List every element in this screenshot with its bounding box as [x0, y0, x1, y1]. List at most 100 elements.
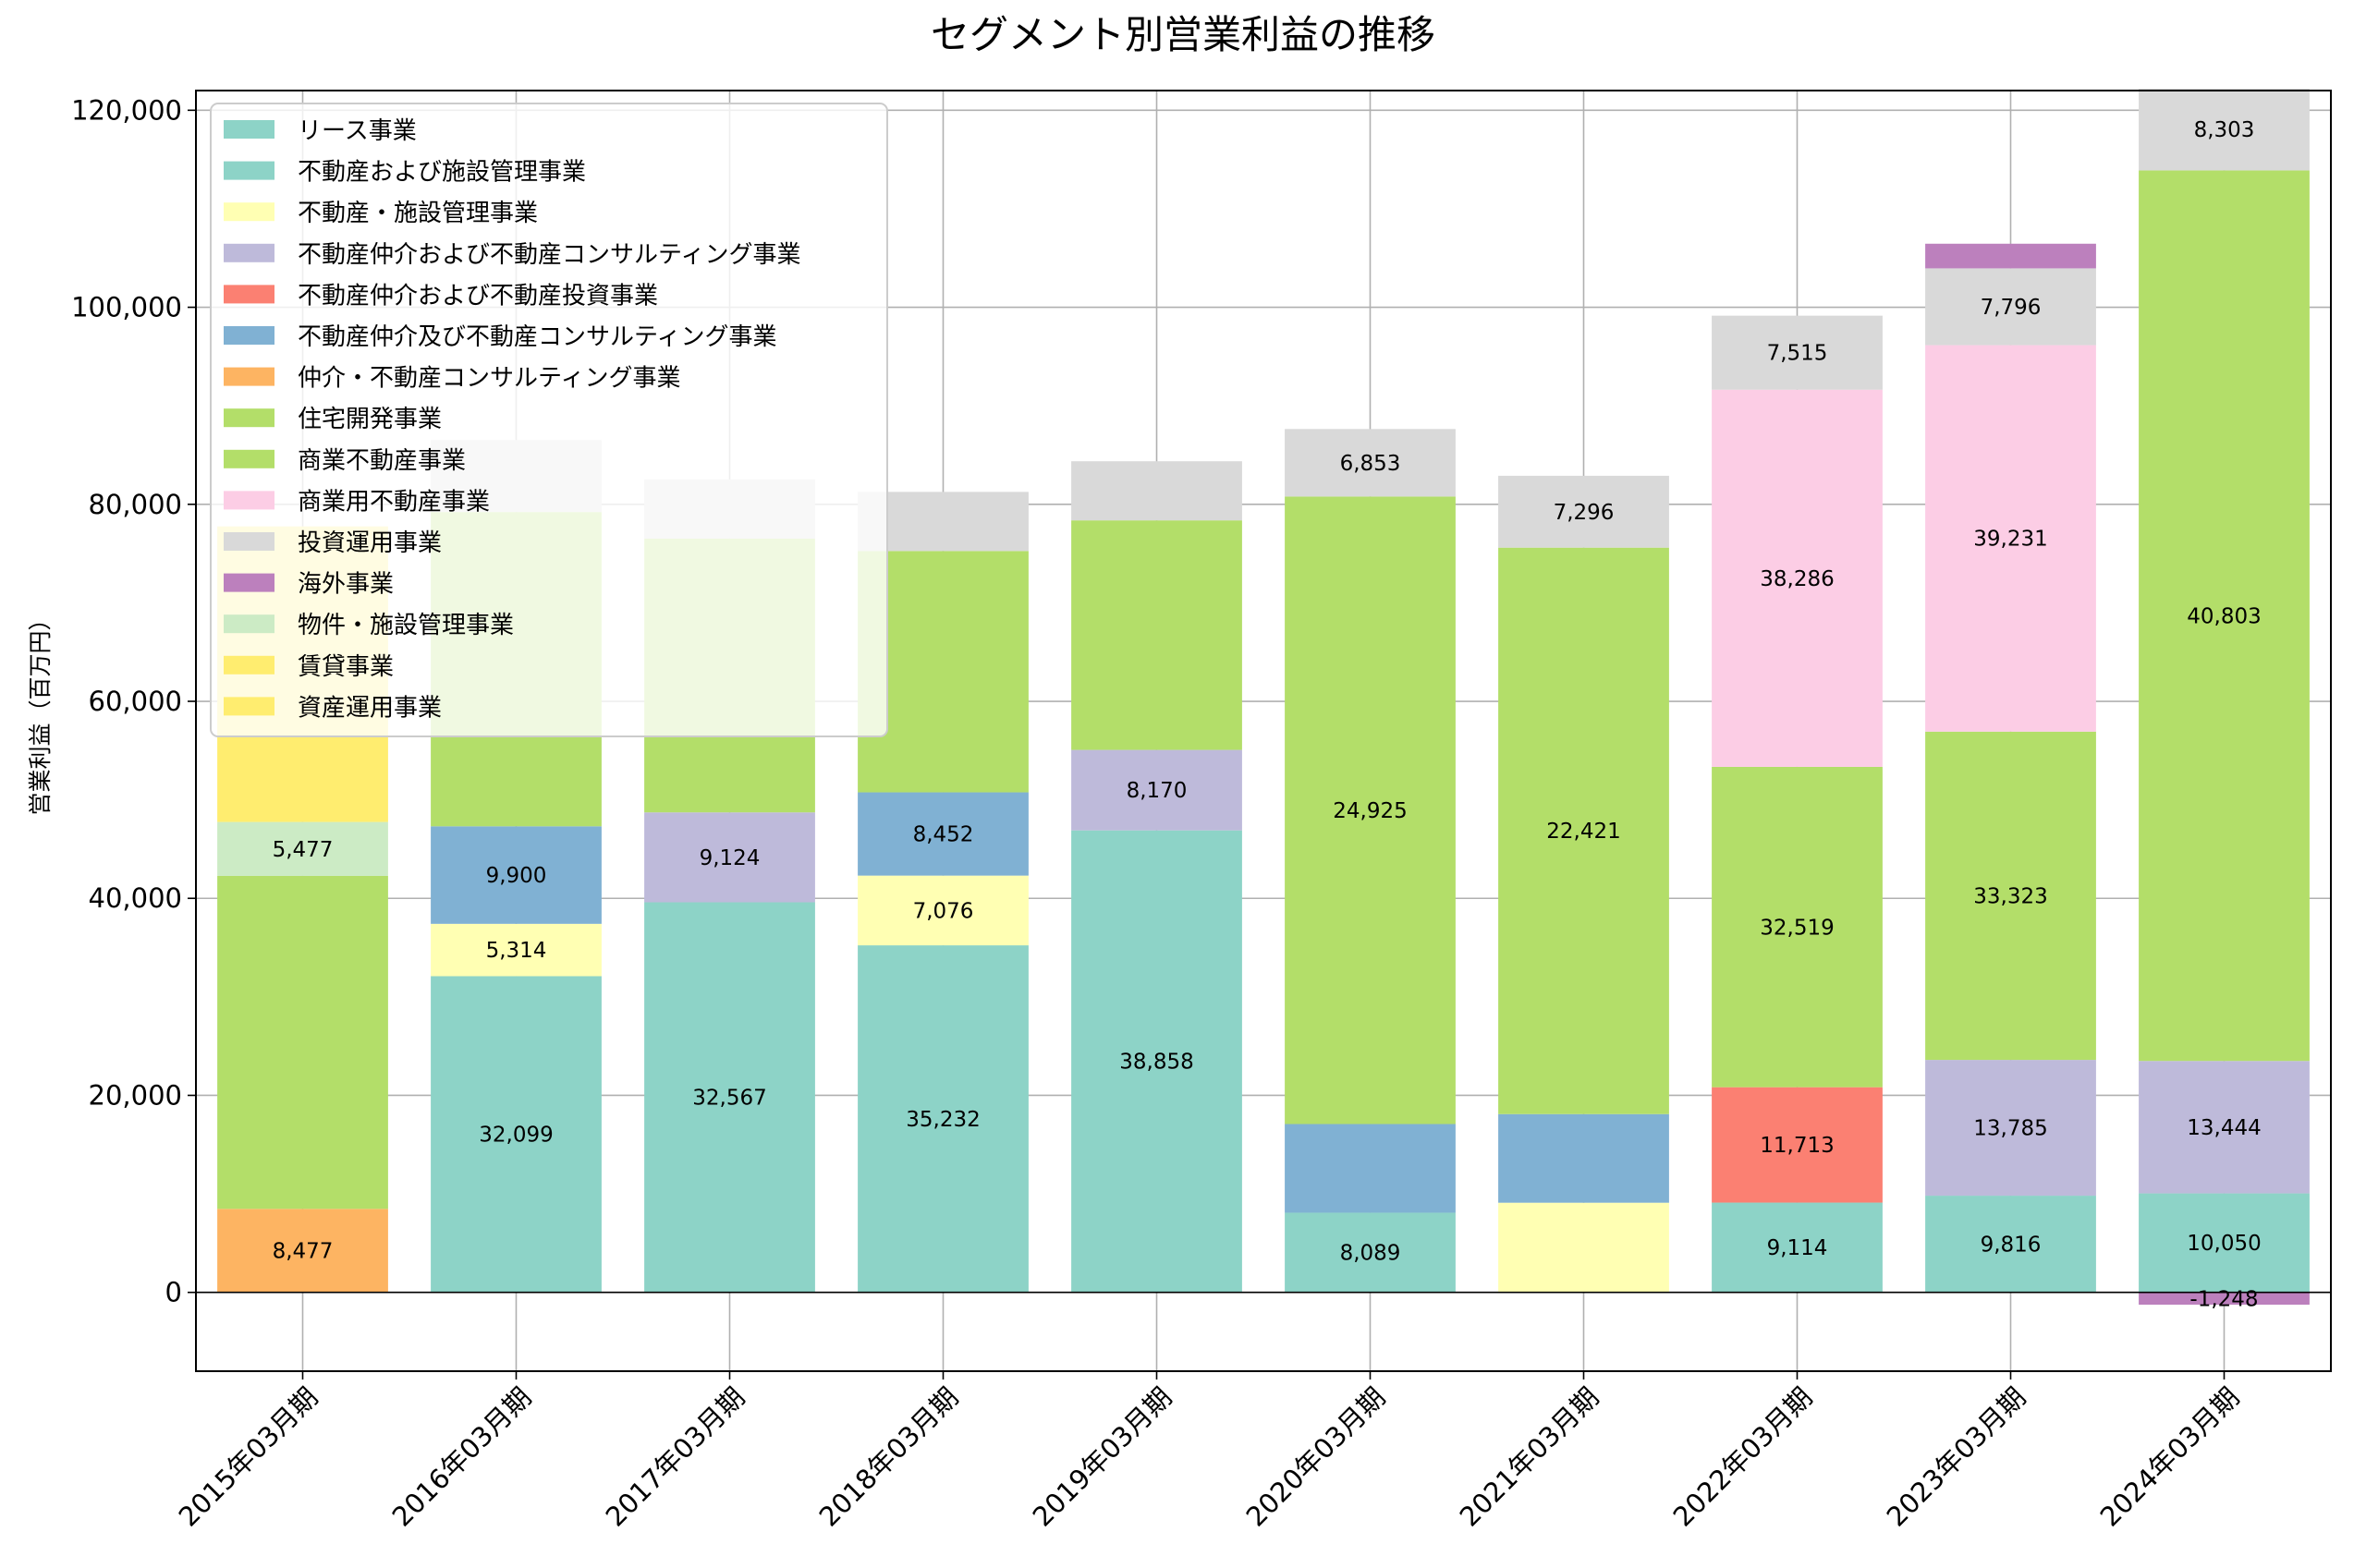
data-label: 33,323 — [1973, 884, 2047, 908]
legend-swatch — [224, 655, 274, 675]
legend-entry: 商業用不動産事業 — [298, 488, 490, 516]
data-label: 5,314 — [486, 939, 547, 963]
bar-segment — [1498, 1202, 1669, 1293]
legend-swatch — [224, 491, 274, 510]
data-label: 8,452 — [913, 823, 974, 847]
bar-segment — [2139, 88, 2310, 171]
legend-swatch — [224, 120, 274, 139]
bar-segment — [217, 821, 388, 876]
legend-swatch — [224, 161, 274, 180]
bar-segment — [858, 945, 1029, 1293]
y-tick-label: 120,000 — [71, 94, 182, 126]
y-axis-label: 営業利益（百万円） — [27, 607, 54, 815]
y-tick-label: 100,000 — [71, 292, 182, 323]
x-tick-label: 2023年03月期 — [1881, 1381, 2032, 1533]
legend-swatch — [224, 202, 274, 222]
data-label: 8,303 — [2194, 118, 2255, 142]
data-label: 32,519 — [1760, 916, 1834, 940]
bar-segment — [644, 902, 815, 1293]
bar-segment — [1925, 243, 2096, 269]
bar-segment — [2139, 170, 2310, 1062]
legend-swatch — [224, 449, 274, 468]
legend-entry: 不動産・施設管理事業 — [298, 200, 538, 227]
data-label: 9,114 — [1767, 1236, 1828, 1260]
x-tick-label: 2017年03月期 — [600, 1381, 751, 1533]
legend-entry: 不動産仲介および不動産投資事業 — [298, 282, 658, 310]
data-label: 38,286 — [1760, 567, 1834, 591]
data-label: 39,231 — [1973, 528, 2047, 552]
legend-swatch — [224, 243, 274, 262]
data-label: 40,803 — [2187, 604, 2261, 628]
bar-segment — [1925, 1060, 2096, 1197]
y-tick-label: 40,000 — [89, 882, 182, 914]
bar-segment — [1712, 766, 1883, 1088]
data-label: 7,076 — [913, 899, 974, 923]
data-label: 8,170 — [1127, 779, 1188, 803]
data-label: 35,232 — [906, 1108, 980, 1132]
data-label: 7,296 — [1554, 501, 1615, 525]
x-tick-label: 2021年03月期 — [1454, 1381, 1605, 1533]
bar-segment — [2139, 1061, 2310, 1194]
legend-entry: 物件・施設管理事業 — [298, 612, 514, 639]
bar-segment — [1285, 1124, 1456, 1213]
bar-segment — [431, 976, 602, 1293]
data-label: 6,853 — [1340, 452, 1401, 476]
bar-segment — [431, 923, 602, 977]
legend-entry: 海外事業 — [298, 571, 394, 599]
data-label: 10,050 — [2187, 1232, 2261, 1256]
data-label: 32,567 — [692, 1087, 766, 1111]
bar-segment — [1712, 1087, 1883, 1203]
data-label: 13,785 — [1973, 1117, 2047, 1141]
data-label: 8,089 — [1340, 1242, 1401, 1266]
bar-segment — [1071, 461, 1242, 521]
legend-entry: リース事業 — [298, 117, 417, 145]
legend-swatch — [224, 285, 274, 304]
data-label: 32,099 — [479, 1124, 553, 1148]
legend-entry: 不動産仲介及び不動産コンサルティング事業 — [298, 323, 776, 351]
bar-segment — [858, 792, 1029, 876]
bar-segment — [1071, 520, 1242, 750]
bar-segment — [1498, 475, 1669, 548]
legend-swatch — [224, 573, 274, 592]
data-label: 11,713 — [1760, 1134, 1834, 1158]
data-label: -1,248 — [2189, 1287, 2258, 1311]
chart-title: セグメント別営業利益の推移 — [931, 12, 1435, 57]
x-tick-label: 2019年03月期 — [1027, 1381, 1178, 1533]
x-tick-label: 2022年03月期 — [1667, 1381, 1819, 1533]
y-tick-label: 20,000 — [89, 1079, 182, 1111]
legend-swatch — [224, 614, 274, 634]
data-label: 9,900 — [486, 864, 547, 888]
bar-segment — [1925, 345, 2096, 732]
x-tick-label: 2016年03月期 — [386, 1381, 538, 1533]
bar-segment — [1285, 429, 1456, 497]
data-label: 8,477 — [273, 1240, 334, 1264]
bar-segment — [1925, 731, 2096, 1061]
plot-frame — [195, 90, 2332, 1372]
x-tick-label: 2020年03月期 — [1240, 1381, 1392, 1533]
y-tick-label: 80,000 — [89, 489, 182, 520]
legend-entry: 住宅開発事業 — [298, 406, 442, 433]
bar-segment — [858, 875, 1029, 946]
bar-segment — [217, 875, 388, 1209]
bar-segment — [1925, 268, 2096, 346]
y-tick-label: 0 — [165, 1277, 182, 1308]
legend-swatch — [224, 697, 274, 716]
data-label: 5,477 — [273, 838, 334, 862]
legend: リース事業不動産および施設管理事業不動産・施設管理事業不動産仲介および不動産コン… — [210, 103, 888, 737]
data-label: 9,124 — [700, 846, 761, 870]
legend-swatch — [224, 532, 274, 551]
legend-swatch — [224, 367, 274, 386]
x-tick-label: 2024年03月期 — [2094, 1381, 2246, 1533]
legend-entry: 商業不動産事業 — [298, 447, 466, 475]
bar-segment — [1712, 315, 1883, 390]
bar-segment — [1071, 830, 1242, 1293]
legend-entry: 賃貸事業 — [298, 653, 394, 681]
bar-segment — [1498, 547, 1669, 1114]
bar-segment — [2139, 1292, 2310, 1306]
bar-segment — [1498, 1113, 1669, 1203]
legend-entry: 投資運用事業 — [298, 529, 442, 557]
legend-entry: 仲介・不動産コンサルティング事業 — [298, 365, 680, 393]
bar-segment — [1925, 1196, 2096, 1293]
data-label: 7,796 — [1981, 296, 2042, 320]
